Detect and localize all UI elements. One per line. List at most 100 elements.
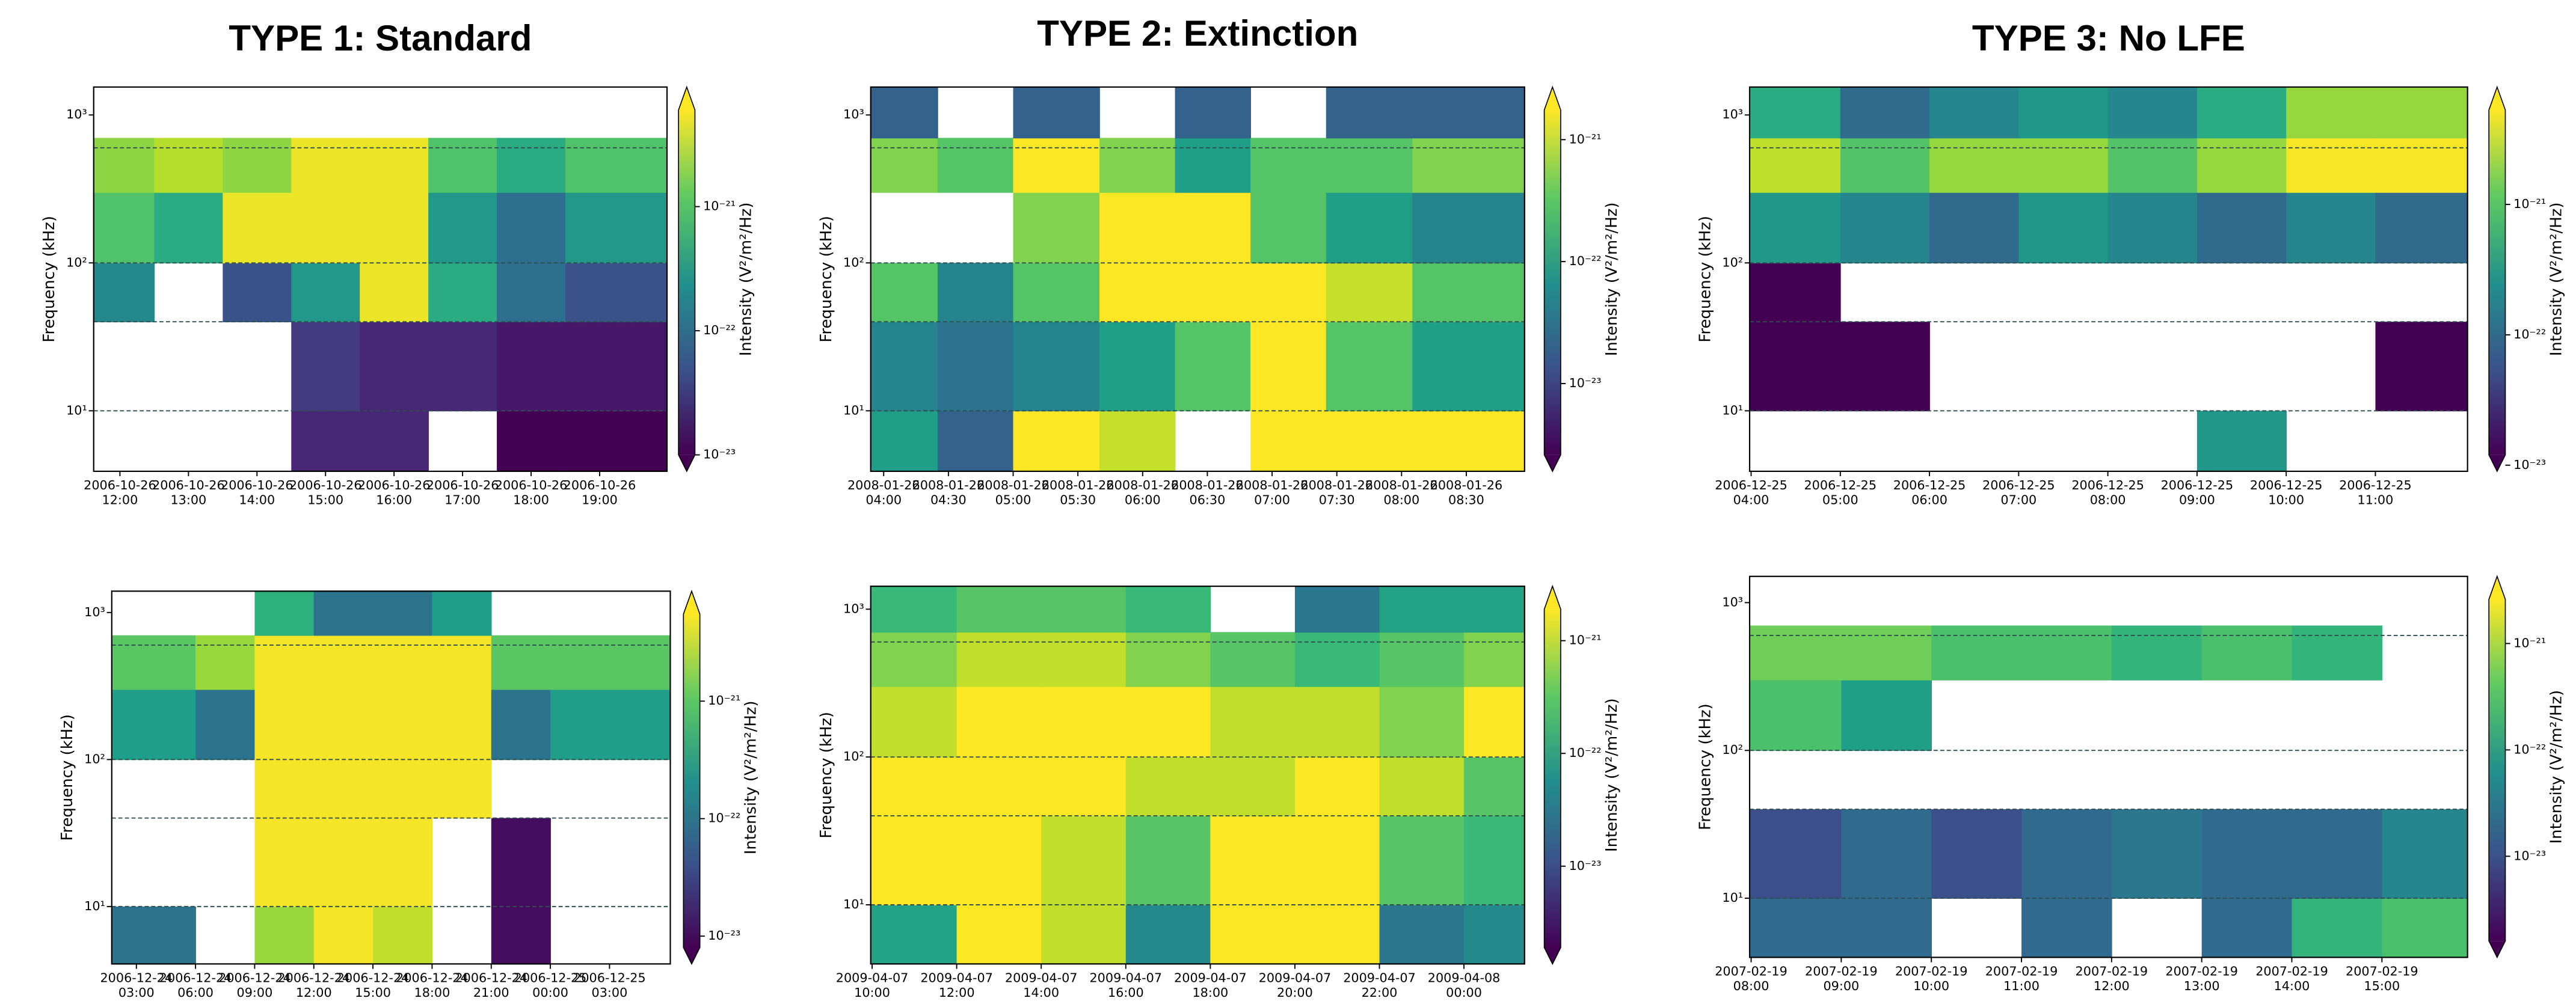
heatmap-cell [1294, 757, 1380, 816]
colorbar [678, 110, 695, 455]
heatmap-cell [2375, 138, 2468, 193]
x-tick-label: 2006-10-26 13:00 [152, 478, 225, 507]
x-tick-label-line: 2006-12-25 [573, 970, 646, 985]
heatmap-cell [956, 757, 1042, 816]
heatmap-cell [1840, 138, 1930, 193]
heatmap-cell [870, 411, 938, 472]
y-tick-label: 10¹ [84, 899, 105, 913]
x-tick-label: 2008-01-26 06:30 [1171, 478, 1244, 507]
heatmap-cell [373, 818, 433, 907]
heatmap-cell [1210, 757, 1296, 816]
heatmap-cell [2382, 809, 2468, 899]
heatmap-cell [1929, 138, 2020, 193]
heatmap-cell [2018, 138, 2109, 193]
x-tick-label: 2006-12-25 03:00 [573, 970, 646, 1000]
heatmap-cell [491, 906, 551, 965]
heatmap-cell [1750, 87, 1841, 139]
heatmap-cell [223, 263, 292, 323]
heatmap-cell [870, 904, 958, 965]
heatmap-cell [497, 411, 566, 472]
heatmap-cell [2111, 625, 2203, 681]
heatmap-cell [497, 263, 566, 323]
heatmap-cell [1412, 322, 1525, 412]
heatmap-cell [1326, 87, 1413, 139]
x-tick-label-line: 2007-02-19 [2165, 964, 2238, 978]
heatmap-cell [373, 689, 433, 761]
colorbar-label: Intensity (V²/m²/Hz) [2547, 690, 2565, 844]
x-tick-label-line: 2008-01-26 [1430, 478, 1503, 492]
x-tick-label: 2006-10-26 12:00 [84, 478, 156, 507]
x-tick-label: 2006-12-24 18:00 [396, 970, 469, 1000]
heatmap-cell [2196, 192, 2287, 264]
heatmap-cell [2375, 87, 2468, 139]
x-tick-label-line: 09:00 [2179, 493, 2215, 507]
heatmap-cell [2196, 411, 2287, 472]
x-tick-label: 2006-12-24 09:00 [218, 970, 291, 1000]
y-tick-label: 10² [66, 255, 87, 269]
y-axis-label: Frequency (kHz) [1696, 216, 1714, 343]
heatmap-cell [2201, 809, 2293, 899]
x-tick-label-line: 07:00 [2000, 493, 2037, 507]
heatmap-cell [93, 263, 155, 323]
heatmap-cell [313, 818, 373, 907]
x-tick-label-line: 2008-01-26 [1365, 478, 1438, 492]
y-tick-label: 10¹ [66, 403, 87, 417]
heatmap-cell [2286, 138, 2376, 193]
x-tick-label: 2009-04-07 16:00 [1089, 970, 1162, 1000]
colorbar-frame [2488, 85, 2506, 473]
heatmap-cell [1013, 263, 1100, 323]
y-axis-label: Frequency (kHz) [40, 216, 58, 343]
x-tick-label-line: 11:00 [2003, 979, 2040, 993]
heatmap-cell [491, 635, 551, 690]
x-tick-label-line: 2006-12-25 [1893, 478, 1966, 492]
x-tick-label-line: 2006-12-25 [2071, 478, 2144, 492]
x-tick-label-line: 2009-04-07 [836, 970, 909, 985]
x-tick-label: 2006-10-26 17:00 [426, 478, 499, 507]
colorbar-tick-label: 10⁻²³ [703, 447, 736, 462]
x-tick-label-line: 2008-01-26 [1042, 478, 1114, 492]
x-tick-label-line: 14:00 [239, 493, 275, 507]
heatmap-cell [870, 815, 958, 905]
x-tick-label: 2008-01-26 07:30 [1300, 478, 1373, 507]
x-tick-label-line: 00:00 [1446, 985, 1482, 1000]
heatmap-cell [313, 759, 373, 819]
x-tick-label: 2006-12-25 04:00 [1715, 478, 1788, 507]
x-tick-label: 2006-12-25 08:00 [2071, 478, 2144, 507]
heatmap-cell [1294, 815, 1380, 905]
x-tick-label-line: 2006-10-26 [495, 478, 568, 492]
heatmap-cell [1750, 898, 1842, 958]
x-tick-label-line: 2006-12-24 [277, 970, 350, 985]
heatmap-cell [291, 322, 361, 412]
heatmap-cell [1250, 411, 1327, 472]
x-tick-label: 2008-01-26 05:30 [1042, 478, 1114, 507]
heatmap-cell [2286, 87, 2376, 139]
colorbar-tick-label: 10⁻²³ [708, 928, 740, 943]
x-tick-label-line: 06:00 [177, 985, 214, 1000]
x-tick-label-line: 2007-02-19 [1715, 964, 1788, 978]
heatmap-cell [1294, 686, 1380, 758]
x-tick-label-line: 2009-04-07 [1005, 970, 1078, 985]
x-tick-label-line: 2009-04-07 [920, 970, 993, 985]
x-tick-label-line: 2006-12-25 [2250, 478, 2323, 492]
heatmap-cell [111, 635, 196, 690]
heatmap-cell [1099, 263, 1176, 323]
x-tick-label: 2008-01-26 06:00 [1106, 478, 1179, 507]
heatmap-cell [1379, 815, 1465, 905]
heatmap-cell [254, 635, 315, 690]
heatmap-cell [1750, 138, 1841, 193]
x-tick-label: 2006-12-24 03:00 [100, 970, 173, 1000]
x-tick-label-line: 16:00 [1108, 985, 1144, 1000]
heatmap-cell [491, 818, 551, 907]
x-tick-label-line: 05:00 [1822, 493, 1858, 507]
colorbar-extend-top [678, 87, 695, 111]
panel-title: TYPE 3: No LFE [1972, 18, 2245, 58]
x-tick-label: 2006-10-26 18:00 [495, 478, 568, 507]
x-tick-label-line: 2007-02-19 [1985, 964, 2058, 978]
colorbar-tick-label: 10⁻²¹ [703, 199, 736, 213]
heatmap-cell [1041, 757, 1127, 816]
x-tick-label-line: 10:00 [854, 985, 890, 1000]
heatmap-cell [2286, 192, 2376, 264]
heatmap-cell [254, 759, 315, 819]
heatmap-cell [360, 411, 429, 472]
